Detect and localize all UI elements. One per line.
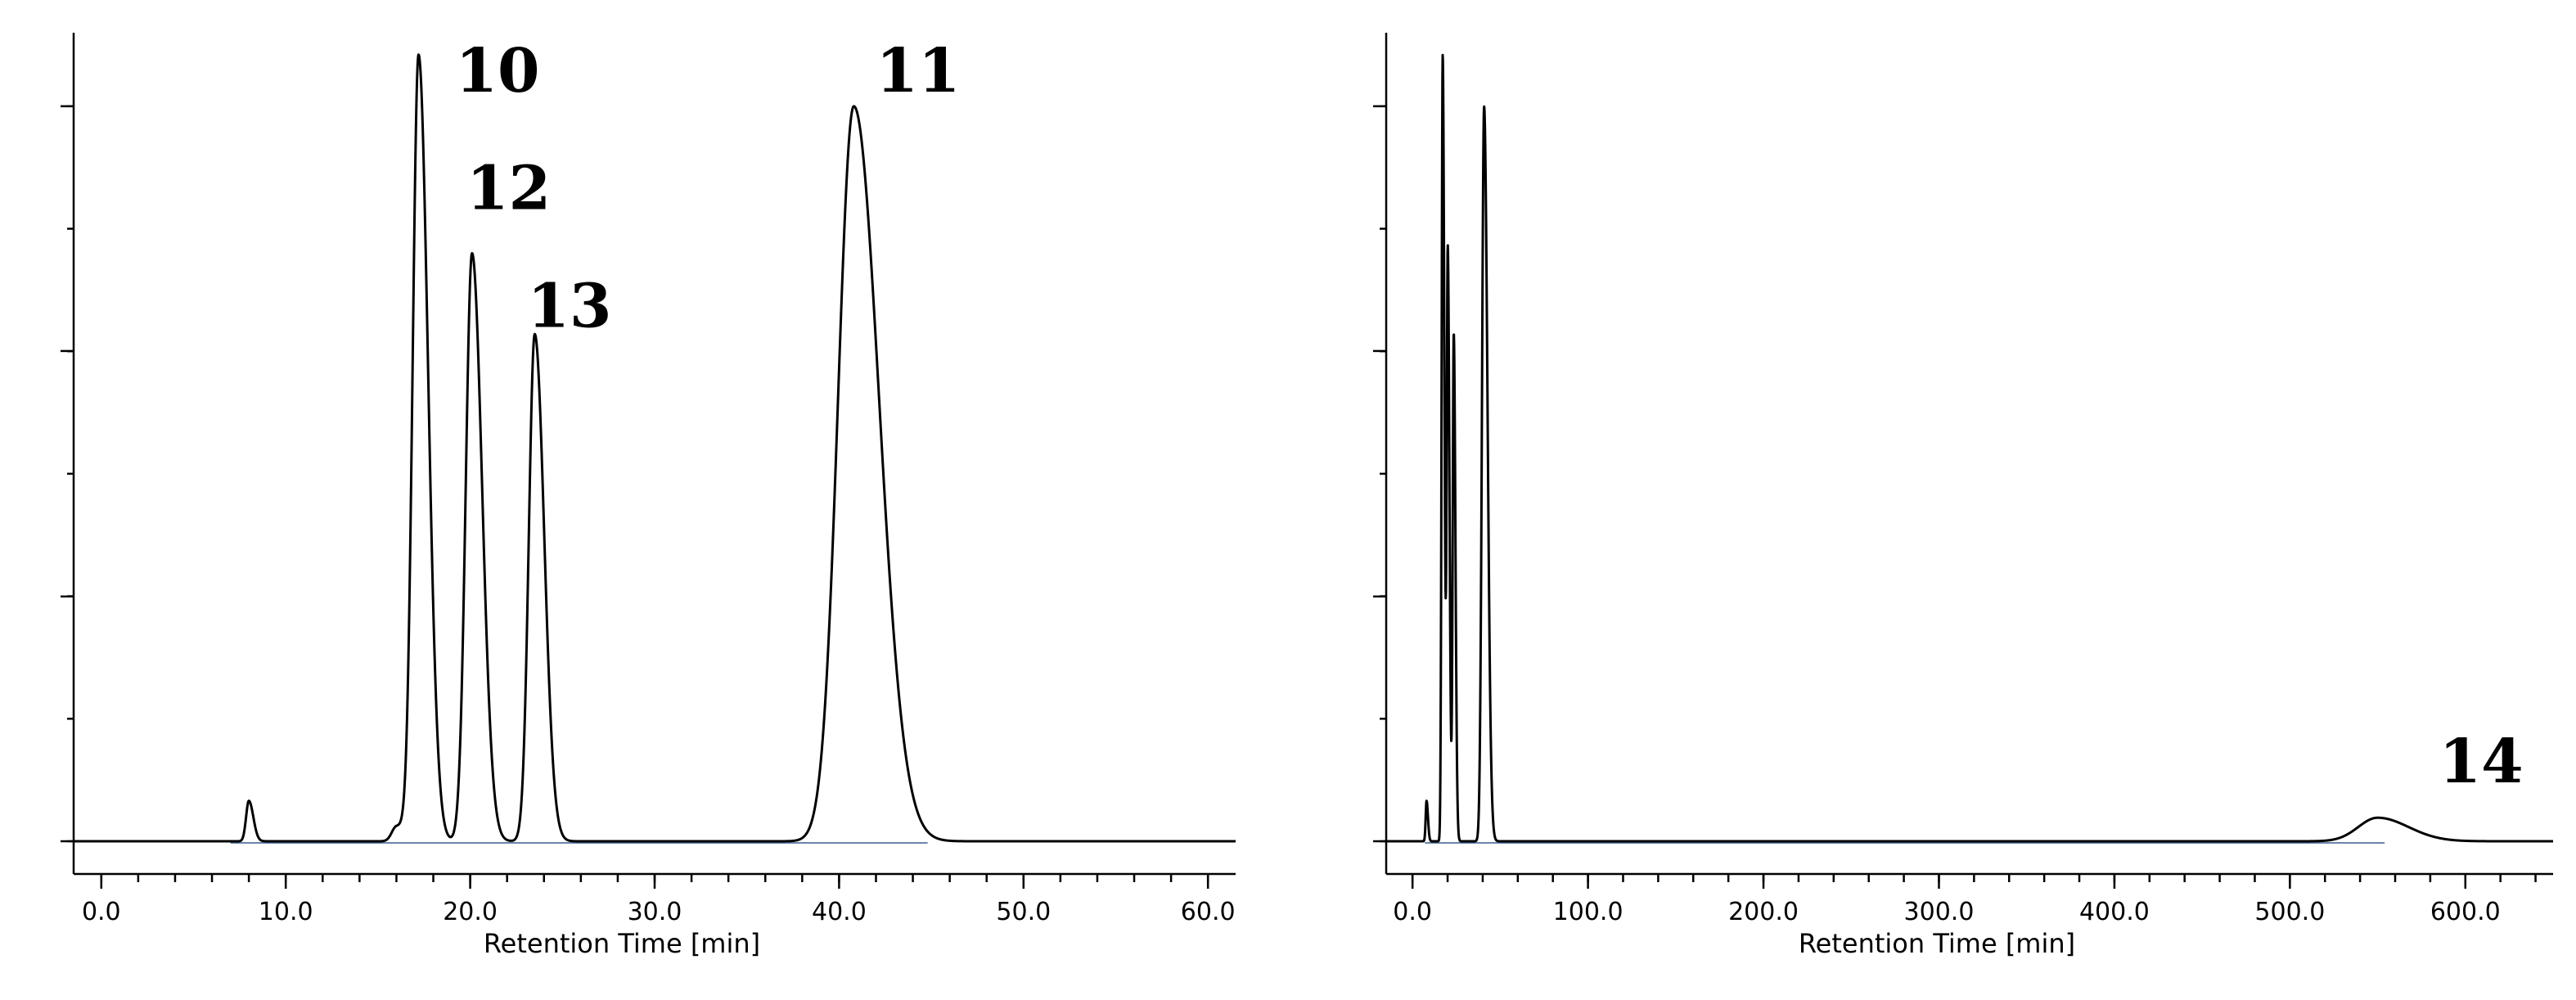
chromatogram-right: 0.0 100.0 200.0 300.0 400.0 500.0 600.0 Retenti…	[1288, 0, 2576, 1000]
peak-label-13: 13	[527, 271, 611, 341]
peak-label-14: 14	[2439, 727, 2524, 797]
x-tick-label: 600.0	[2430, 898, 2501, 926]
x-tick-label: 30.0	[628, 898, 682, 926]
chromatogram-trace	[1385, 53, 2555, 843]
x-tick-label: 50.0	[996, 898, 1051, 926]
x-tick-label: 20.0	[443, 898, 498, 926]
x-tick-label: 400.0	[2079, 898, 2150, 926]
x-tick-label: 0.0	[1393, 898, 1432, 926]
chromatogram-left: 0.0 10.0 20.0 30.0 40.0 50.0 60.0 Retention Tim…	[61, 33, 1237, 959]
x-tick-label: 40.0	[812, 898, 867, 926]
chromatogram-right-plot: 0.0 100.0 200.0 300.0 400.0 500.0 600.0 Retenti…	[1373, 33, 2555, 959]
x-tick-label: 0.0	[82, 898, 121, 926]
peak-label-10: 10	[456, 36, 540, 106]
peak-label-11: 11	[876, 36, 960, 106]
x-tick-label: 10.0	[259, 898, 313, 926]
x-tick-label: 100.0	[1553, 898, 1624, 926]
chromatogram-trace	[72, 53, 1237, 843]
x-tick-label: 60.0	[1181, 898, 1236, 926]
x-tick-label: 200.0	[1728, 898, 1799, 926]
x-axis-title: Retention Time [min]	[1799, 928, 2075, 959]
peak-label-12: 12	[466, 154, 551, 224]
chromatogram-left-plot: 0.0 10.0 20.0 30.0 40.0 50.0 60.0 Retention Tim…	[61, 33, 1237, 959]
x-axis-title: Retention Time [min]	[484, 928, 760, 959]
x-tick-label: 500.0	[2254, 898, 2325, 926]
x-tick-label: 300.0	[1904, 898, 1975, 926]
